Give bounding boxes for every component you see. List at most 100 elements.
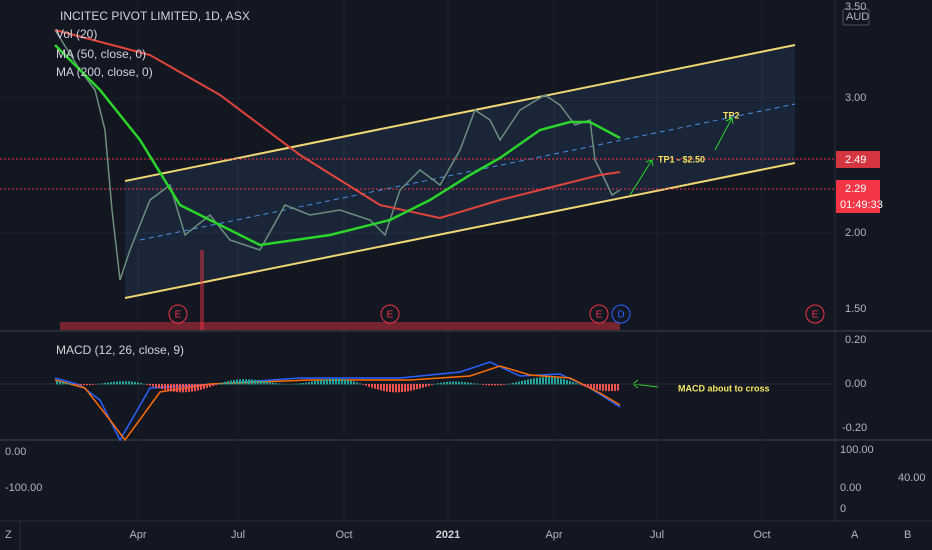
histogram-bar: [146, 384, 148, 385]
toolbar-button[interactable]: Z: [5, 529, 12, 541]
histogram-bar: [266, 381, 268, 385]
histogram-bar: [431, 384, 433, 386]
histogram-bar: [332, 378, 334, 385]
histogram-bar: [155, 384, 157, 388]
ma-50: [54, 44, 621, 247]
histogram-bar: [113, 381, 115, 385]
histogram-bar: [533, 378, 535, 385]
histogram-bar: [110, 382, 112, 385]
histogram-bar: [500, 384, 502, 386]
histogram-bar: [428, 384, 430, 386]
event-marker: [168, 304, 188, 324]
histogram-bar: [245, 379, 247, 385]
histogram-bar: [272, 382, 274, 385]
histogram-bar: [170, 384, 172, 392]
histogram-bar: [137, 382, 139, 385]
time-label: Jul: [650, 529, 664, 541]
histogram-bar: [80, 384, 82, 386]
histogram-bar: [101, 383, 103, 385]
histogram-bar: [260, 380, 262, 385]
histogram-bar: [299, 383, 301, 385]
histogram-bar: [485, 384, 487, 386]
price-series: [54, 29, 621, 281]
histogram-bar: [302, 382, 304, 385]
histogram-bar: [287, 383, 289, 385]
macd-histogram: [56, 377, 619, 393]
histogram-bar: [236, 379, 238, 385]
histogram-bar: [83, 384, 85, 386]
pane-label: 0.00: [840, 482, 861, 494]
histogram-bar: [584, 384, 586, 387]
histogram-bar: [320, 380, 322, 385]
histogram-bar: [569, 380, 571, 385]
price-marker: [836, 151, 880, 168]
histogram-bar: [74, 384, 76, 385]
histogram-bar: [284, 383, 286, 385]
histogram-bar: [233, 379, 235, 385]
histogram-bar: [575, 382, 577, 385]
histogram-bar: [608, 384, 610, 392]
histogram-bar: [344, 379, 346, 385]
histogram-bar: [614, 384, 616, 391]
macd-title: MACD (12, 26, close, 9): [56, 343, 184, 357]
histogram-bar: [293, 383, 295, 385]
histogram-bar: [536, 377, 538, 385]
histogram-bar: [515, 382, 517, 385]
histogram-bar: [557, 377, 559, 385]
toolbar-button[interactable]: A: [851, 529, 859, 541]
histogram-bar: [341, 379, 343, 385]
histogram-bar: [542, 377, 544, 385]
histogram-bar: [476, 383, 478, 385]
histogram-bar: [602, 384, 604, 391]
histogram-bar: [68, 383, 70, 385]
channel-mid: [139, 103, 796, 241]
histogram-bar: [56, 380, 58, 385]
event-marker: [805, 304, 825, 324]
dynamic-layer: Apr Jul Oct 2021 Apr Jul Oct E E E D E: [129, 304, 825, 541]
histogram-bar: [242, 379, 244, 385]
toolbar-button[interactable]: B: [904, 529, 911, 541]
histogram-bar: [221, 382, 223, 385]
histogram-bar: [59, 381, 61, 385]
histogram-bar: [188, 384, 190, 393]
histogram-bar: [263, 381, 265, 385]
histogram-bar: [488, 384, 490, 386]
histogram-bar: [248, 379, 250, 385]
histogram-bar: [410, 384, 412, 391]
histogram-bar: [179, 384, 181, 393]
histogram-bar: [524, 380, 526, 385]
macd-line: [54, 361, 621, 442]
pane-label: 100.00: [840, 444, 874, 456]
indicator-label: MA (50, close, 0): [56, 47, 146, 61]
histogram-bar: [104, 382, 106, 385]
histogram-bar: [461, 381, 463, 385]
histogram-bar: [134, 381, 136, 385]
event-label: D: [617, 310, 624, 321]
histogram-bar: [92, 384, 94, 385]
histogram-bar: [395, 384, 397, 393]
channel-fill: [125, 45, 795, 298]
histogram-bar: [257, 380, 259, 385]
histogram-bar: [521, 380, 523, 385]
histogram-bar: [290, 383, 292, 385]
histogram-bar: [95, 384, 97, 385]
time-label: Jul: [231, 529, 245, 541]
histogram-bar: [530, 378, 532, 385]
histogram-bar: [437, 383, 439, 385]
histogram-bar: [209, 384, 211, 388]
histogram-bar: [296, 383, 298, 385]
annotation: MACD about to cross: [678, 383, 770, 393]
annotation: TP1 - $2.50: [658, 154, 705, 164]
histogram-bar: [194, 384, 196, 392]
histogram-bar: [440, 382, 442, 385]
histogram-bar: [353, 381, 355, 385]
histogram-bar: [185, 384, 187, 393]
histogram-bar: [611, 384, 613, 392]
price-label: 3.00: [845, 92, 866, 104]
histogram-bar: [251, 379, 253, 385]
event-marker: [380, 304, 400, 324]
histogram-bar: [128, 381, 130, 385]
histogram-bar: [365, 384, 367, 386]
histogram-bar: [239, 379, 241, 385]
